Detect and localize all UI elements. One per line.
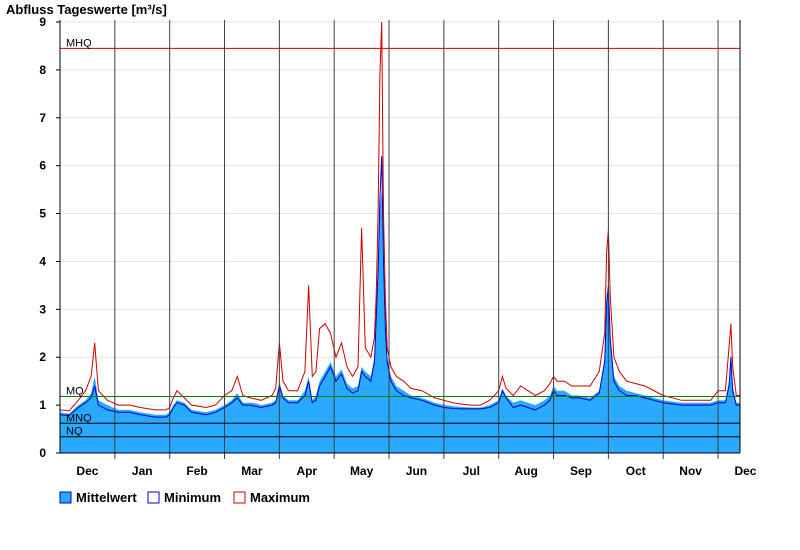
series-mittelwert-area xyxy=(60,189,740,453)
y-tick-label-2: 2 xyxy=(39,350,46,364)
y-tick-label-6: 6 xyxy=(39,159,46,173)
legend-swatch-maximum xyxy=(233,491,246,504)
y-axis-ticks: 0 1 2 3 4 5 6 7 8 9 xyxy=(39,15,60,460)
x-tick-label-4: Apr xyxy=(296,464,317,478)
x-tick-label-9: Sep xyxy=(570,464,592,478)
x-axis-ticks: Dec Jan Feb Mar Apr May Jun Jul Aug Sep Oct Nov Dec xyxy=(76,464,756,478)
y-tick-label-1: 1 xyxy=(39,398,46,412)
x-tick-label-6: Jun xyxy=(406,464,427,478)
ref-label-mhq: MHQ xyxy=(66,37,92,49)
series-maximum-line xyxy=(59,21,740,412)
x-tick-label-3: Mar xyxy=(241,464,263,478)
ref-label-mq: MQ xyxy=(66,385,84,397)
legend: Mittelwert Minimum Maximum xyxy=(59,490,310,505)
reference-lines: MHQ MQ MNQ NQ xyxy=(60,37,740,438)
x-tick-label-5: May xyxy=(350,464,374,478)
y-tick-label-4: 4 xyxy=(39,254,46,268)
horizontal-gridlines xyxy=(60,21,740,406)
legend-label-mittelwert: Mittelwert xyxy=(76,490,137,505)
month-separators xyxy=(114,20,719,459)
x-tick-label-1: Jan xyxy=(132,464,153,478)
legend-swatch-mittelwert xyxy=(59,491,72,504)
ref-label-nq: NQ xyxy=(66,426,83,438)
series-area-layer xyxy=(60,189,740,453)
x-tick-label-12: Dec xyxy=(734,464,756,478)
y-tick-label-3: 3 xyxy=(39,302,46,316)
y-tick-label-8: 8 xyxy=(39,63,46,77)
x-tick-label-7: Jul xyxy=(463,464,480,478)
axes xyxy=(59,20,741,454)
ref-label-mnq: MNQ xyxy=(66,412,92,424)
x-tick-label-11: Nov xyxy=(679,464,702,478)
legend-label-minimum: Minimum xyxy=(164,490,221,505)
legend-swatch-minimum xyxy=(147,491,160,504)
series-line-layer xyxy=(59,21,740,418)
legend-label-maximum: Maximum xyxy=(250,490,310,505)
y-tick-label-9: 9 xyxy=(39,15,46,29)
y-tick-label-5: 5 xyxy=(39,207,46,221)
y-tick-label-0: 0 xyxy=(39,446,46,460)
x-tick-label-10: Oct xyxy=(626,464,646,478)
chart-title: Abfluss Tageswerte [m³/s] xyxy=(6,2,167,17)
x-tick-label-0: Dec xyxy=(76,464,98,478)
series-minimum-line xyxy=(59,156,740,418)
x-tick-label-2: Feb xyxy=(186,464,207,478)
y-tick-label-7: 7 xyxy=(39,111,46,125)
x-tick-label-8: Aug xyxy=(514,464,537,478)
